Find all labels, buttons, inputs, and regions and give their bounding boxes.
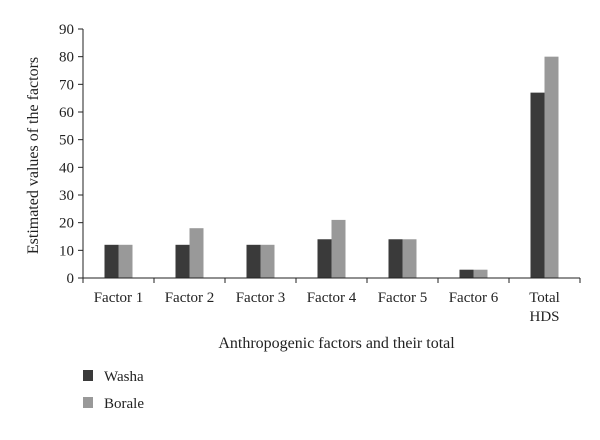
- x-tick-label: Factor 4: [307, 290, 357, 306]
- bar-borale-1: [118, 244, 133, 278]
- bar-washa-6: [459, 269, 474, 278]
- x-tick-label: Factor 3: [236, 290, 286, 306]
- y-tick-label: 10: [59, 243, 74, 259]
- bar-borale-3: [260, 244, 275, 278]
- bar-washa-2: [175, 244, 190, 278]
- bar-washa-3: [246, 244, 261, 278]
- legend: Washa Borale: [83, 369, 144, 412]
- x-axis-label: Anthropogenic factors and their total: [218, 335, 455, 352]
- legend-swatch-washa: [83, 370, 93, 381]
- bar-washa-5: [388, 239, 403, 278]
- bar-washa-1: [104, 244, 119, 278]
- bar-washa-7: [530, 92, 545, 278]
- x-tick-label: Factor 5: [378, 290, 428, 306]
- y-tick-label: 0: [67, 271, 75, 287]
- y-tick-label: 40: [59, 160, 74, 176]
- bar-borale-2: [189, 228, 204, 278]
- y-tick-label: 60: [59, 105, 74, 121]
- y-tick-label: 50: [59, 133, 74, 149]
- y-tick-label: 70: [59, 77, 74, 93]
- legend-swatch-borale: [83, 397, 93, 408]
- bar-borale-4: [331, 219, 346, 278]
- x-tick-label: Factor 1: [94, 290, 144, 306]
- bar-borale-5: [402, 239, 417, 278]
- x-tick-label: Total HDS: [529, 290, 560, 325]
- y-axis-label: Estimated values of the factors: [25, 57, 42, 254]
- y-tick-label: 30: [59, 188, 74, 204]
- y-ticks-group: 0 10 20 30 40 50 60 70 80 90: [59, 22, 83, 287]
- x-ticks-group: Factor 1 Factor 2 Factor 3 Factor 4 Factor 5…: [82, 278, 581, 325]
- legend-label-borale: Borale: [104, 396, 144, 412]
- legend-label-washa: Washa: [104, 369, 144, 385]
- y-tick-label: 20: [59, 216, 74, 232]
- bar-borale-7: [544, 56, 559, 278]
- y-tick-label: 80: [59, 50, 74, 66]
- bar-borale-6: [473, 269, 488, 278]
- x-tick-label: Factor 6: [449, 290, 499, 306]
- y-tick-label: 90: [59, 22, 74, 38]
- bars-group: [104, 56, 559, 278]
- x-tick-label: Factor 2: [165, 290, 215, 306]
- bar-washa-4: [317, 239, 332, 278]
